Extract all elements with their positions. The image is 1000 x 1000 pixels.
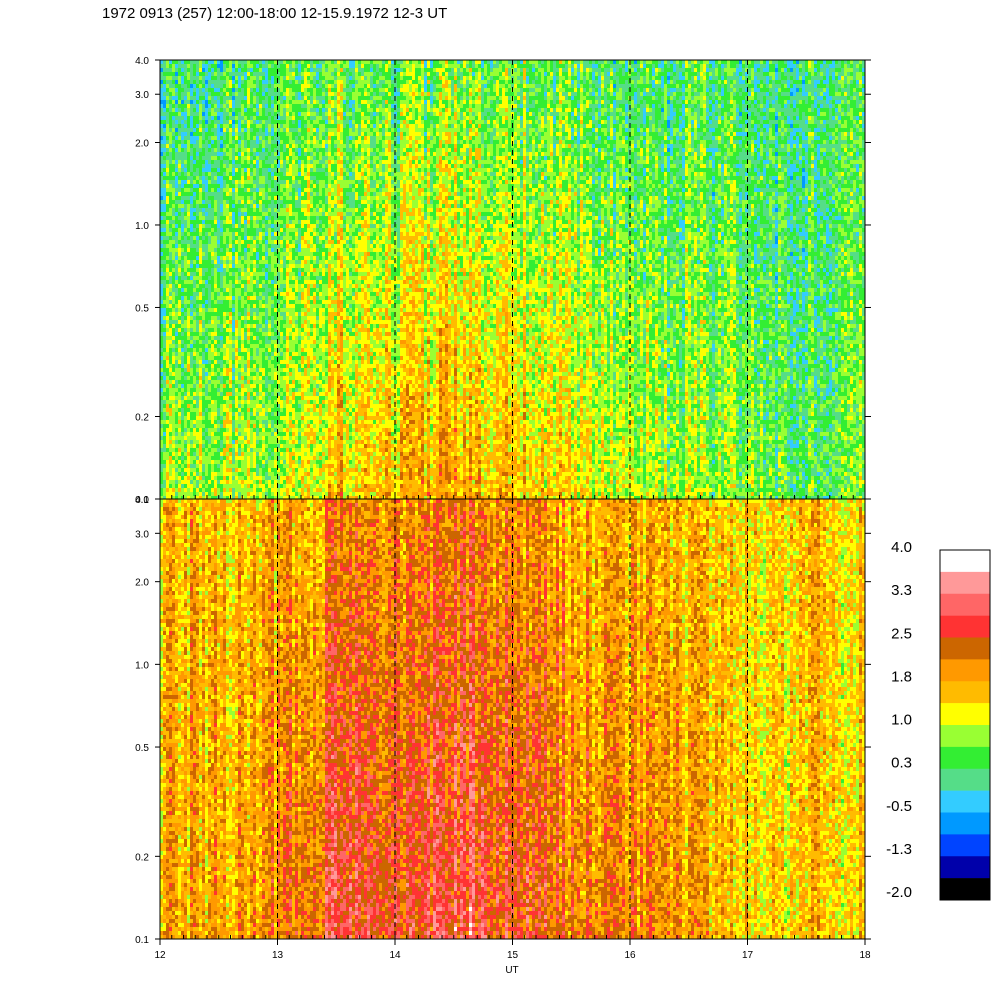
x-tick-label: 12 [154,950,166,961]
colorbar-swatch [940,791,990,813]
x-tick-label: 17 [742,950,754,961]
colorbar-swatch [940,550,990,572]
colorbar-swatch [940,572,990,594]
x-tick-label: 14 [389,950,401,961]
colorbar-swatch [940,638,990,660]
y-tick-label: 2.0 [135,578,149,589]
x-tick-label: 18 [859,950,871,961]
y-tick-label: 1.0 [135,660,149,671]
x-axis-label: UT [505,965,518,976]
colorbar-swatch [940,703,990,725]
y-tick-label: 0.1 [135,935,149,946]
colorbar-label: -0.5 [886,798,912,815]
y-tick-label: 4.0 [135,495,149,506]
colorbar-label: 0.3 [891,755,912,772]
colorbar-label: 2.5 [891,625,912,642]
colorbar-label: 1.0 [891,712,912,729]
y-tick-label: 1.0 [135,221,149,232]
colorbar-swatch [940,659,990,681]
colorbar-label: 3.3 [891,582,912,599]
y-tick-label: 0.5 [135,743,149,754]
colorbar-label: -1.3 [886,841,912,858]
y-tick-label: 3.0 [135,90,149,101]
y-tick-label: 0.2 [135,852,149,863]
y-tick-label: 3.0 [135,529,149,540]
x-tick-label: 16 [624,950,636,961]
x-tick-label: 13 [272,950,284,961]
colorbar-swatch [940,813,990,835]
colorbar-swatch [940,834,990,856]
y-tick-label: 0.2 [135,413,149,424]
colorbar: 4.0 3.3 2.5 1.8 1.0 0.3 -0.5 -1.3 -2.0 [886,539,990,901]
colorbar-swatch [940,747,990,769]
colorbar-label: 4.0 [891,539,912,556]
colorbar-swatch [940,681,990,703]
colorbar-label: -2.0 [886,884,912,901]
colorbar-swatch [940,616,990,638]
colorbar-swatch [940,878,990,900]
y-tick-label: 2.0 [135,138,149,149]
colorbar-swatch [940,769,990,791]
colorbar-swatch [940,856,990,878]
colorbar-swatch [940,594,990,616]
x-tick-label: 15 [507,950,519,961]
y-tick-label: 4.0 [135,56,149,67]
y-tick-label: 0.5 [135,303,149,314]
colorbar-swatch [940,725,990,747]
colorbar-label: 1.8 [891,668,912,685]
